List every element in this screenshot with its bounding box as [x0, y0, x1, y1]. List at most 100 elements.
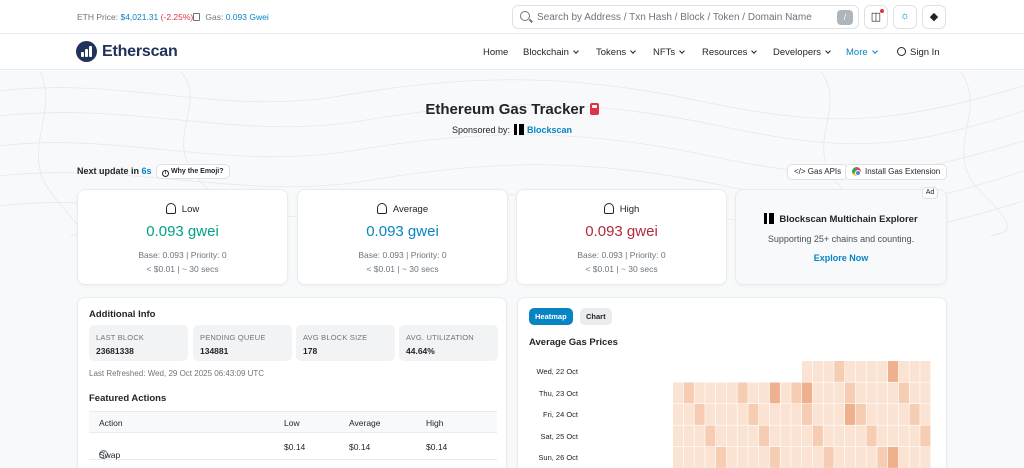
- heatmap-cell[interactable]: [888, 425, 899, 447]
- nav-blockchain[interactable]: Blockchain: [523, 47, 579, 58]
- heatmap-cell[interactable]: [802, 447, 813, 468]
- tab-heatmap[interactable]: Heatmap: [529, 308, 573, 325]
- heatmap-cell[interactable]: [909, 447, 920, 468]
- theme-toggle-button[interactable]: ☼: [893, 5, 917, 29]
- heatmap-cell[interactable]: [673, 382, 684, 404]
- heatmap-cell[interactable]: [759, 382, 770, 404]
- heatmap-cell[interactable]: [845, 425, 856, 447]
- heatmap-cell[interactable]: [737, 425, 748, 447]
- gas-apis-button[interactable]: </> Gas APIs: [787, 164, 849, 180]
- heatmap-cell[interactable]: [802, 404, 813, 425]
- search-input[interactable]: [537, 9, 827, 25]
- nav-tokens[interactable]: Tokens: [596, 47, 636, 58]
- heatmap-cell[interactable]: [683, 404, 694, 425]
- sign-in-link[interactable]: Sign In: [897, 47, 940, 58]
- heatmap-cell[interactable]: [780, 404, 791, 425]
- heatmap-cell[interactable]: [920, 382, 931, 404]
- heatmap-cell[interactable]: [748, 447, 759, 468]
- heatmap-cell[interactable]: [705, 425, 716, 447]
- heatmap-cell[interactable]: [726, 382, 737, 404]
- heatmap-cell[interactable]: [898, 361, 909, 382]
- heatmap-cell[interactable]: [812, 361, 823, 382]
- heatmap-cell[interactable]: [673, 404, 684, 425]
- heatmap-cell[interactable]: [855, 404, 866, 425]
- heatmap-cell[interactable]: [877, 382, 888, 404]
- tab-chart[interactable]: Chart: [580, 308, 612, 325]
- heatmap-cell[interactable]: [812, 447, 823, 468]
- heatmap-cell[interactable]: [716, 447, 727, 468]
- heatmap-cell[interactable]: [898, 404, 909, 425]
- heatmap-cell[interactable]: [683, 382, 694, 404]
- heatmap-cell[interactable]: [823, 447, 834, 468]
- heatmap-cell[interactable]: [780, 425, 791, 447]
- heatmap-cell[interactable]: [834, 447, 845, 468]
- heatmap-cell[interactable]: [845, 382, 856, 404]
- heatmap-cell[interactable]: [823, 425, 834, 447]
- heatmap-cell[interactable]: [898, 382, 909, 404]
- heatmap-cell[interactable]: [845, 361, 856, 382]
- heatmap-cell[interactable]: [920, 447, 931, 468]
- heatmap-cell[interactable]: [791, 382, 802, 404]
- heatmap-cell[interactable]: [812, 404, 823, 425]
- heatmap-cell[interactable]: [802, 361, 813, 382]
- heatmap-cell[interactable]: [909, 382, 920, 404]
- heatmap-cell[interactable]: [920, 425, 931, 447]
- heatmap-cell[interactable]: [694, 382, 705, 404]
- heatmap-cell[interactable]: [716, 361, 727, 382]
- heatmap-cell[interactable]: [705, 361, 716, 382]
- heatmap-cell[interactable]: [845, 447, 856, 468]
- heatmap-cell[interactable]: [780, 361, 791, 382]
- heatmap-cell[interactable]: [834, 425, 845, 447]
- wallet-button[interactable]: ◫: [864, 5, 888, 29]
- heatmap-cell[interactable]: [726, 404, 737, 425]
- heatmap-cell[interactable]: [748, 382, 759, 404]
- heatmap-cell[interactable]: [855, 425, 866, 447]
- heatmap-cell[interactable]: [834, 404, 845, 425]
- heatmap-cell[interactable]: [845, 404, 856, 425]
- heatmap-cell[interactable]: [855, 447, 866, 468]
- heatmap-cell[interactable]: [791, 404, 802, 425]
- heatmap-cell[interactable]: [683, 361, 694, 382]
- heatmap-cell[interactable]: [759, 447, 770, 468]
- heatmap-cell[interactable]: [909, 425, 920, 447]
- heatmap-cell[interactable]: [877, 425, 888, 447]
- heatmap-cell[interactable]: [898, 425, 909, 447]
- heatmap-cell[interactable]: [737, 404, 748, 425]
- heatmap-cell[interactable]: [866, 361, 877, 382]
- heatmap-cell[interactable]: [694, 404, 705, 425]
- heatmap-cell[interactable]: [683, 447, 694, 468]
- heatmap-cell[interactable]: [791, 425, 802, 447]
- nav-resources[interactable]: Resources: [702, 47, 758, 58]
- heatmap-cell[interactable]: [759, 404, 770, 425]
- question-icon[interactable]: ?: [99, 450, 108, 459]
- heatmap-cell[interactable]: [769, 382, 780, 404]
- sponsor-link[interactable]: Blockscan: [527, 125, 573, 135]
- heatmap-cell[interactable]: [716, 425, 727, 447]
- heatmap-cell[interactable]: [888, 404, 899, 425]
- nav-more[interactable]: More: [846, 47, 878, 58]
- heatmap-cell[interactable]: [909, 361, 920, 382]
- heatmap-cell[interactable]: [920, 361, 931, 382]
- heatmap-cell[interactable]: [812, 425, 823, 447]
- heatmap-cell[interactable]: [748, 361, 759, 382]
- heatmap-cell[interactable]: [909, 404, 920, 425]
- nav-developers[interactable]: Developers: [773, 47, 831, 58]
- heatmap-cell[interactable]: [780, 382, 791, 404]
- heatmap-cell[interactable]: [759, 425, 770, 447]
- heatmap-cell[interactable]: [791, 447, 802, 468]
- heatmap-cell[interactable]: [823, 404, 834, 425]
- heatmap-cell[interactable]: [877, 404, 888, 425]
- heatmap-cell[interactable]: [726, 425, 737, 447]
- heatmap-cell[interactable]: [705, 382, 716, 404]
- heatmap-cell[interactable]: [888, 361, 899, 382]
- heatmap-cell[interactable]: [694, 447, 705, 468]
- gas-value[interactable]: 0.093 Gwei: [225, 12, 269, 22]
- heatmap-cell[interactable]: [855, 361, 866, 382]
- stat-value[interactable]: 23681338: [96, 346, 134, 356]
- heatmap-cell[interactable]: [769, 361, 780, 382]
- heatmap-cell[interactable]: [737, 361, 748, 382]
- heatmap-cell[interactable]: [823, 361, 834, 382]
- heatmap-cell[interactable]: [877, 361, 888, 382]
- heatmap-cell[interactable]: [888, 447, 899, 468]
- heatmap-cell[interactable]: [834, 382, 845, 404]
